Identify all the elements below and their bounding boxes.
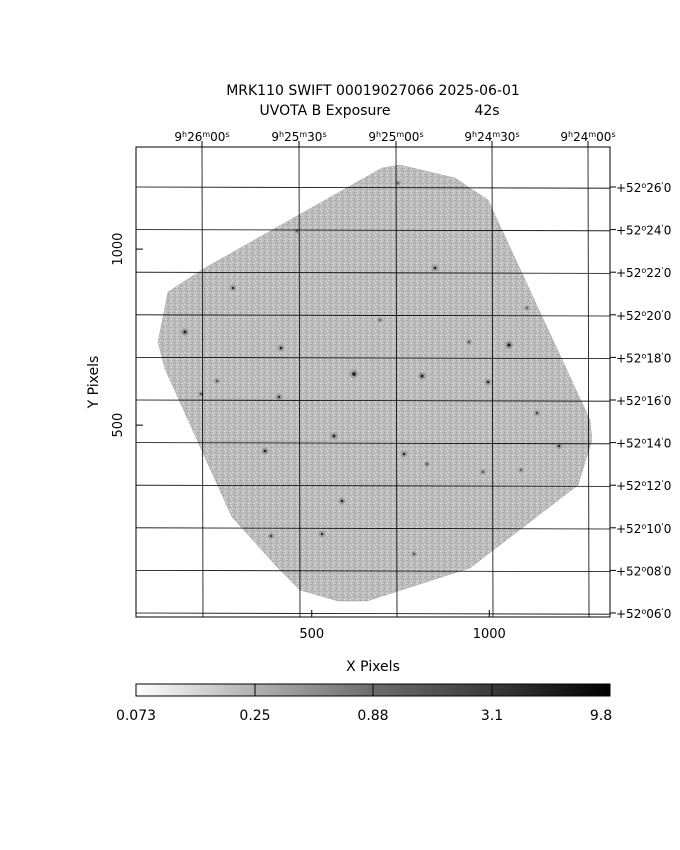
source-point	[536, 412, 538, 414]
source-point	[520, 469, 522, 471]
dec-label: +52o14'0	[616, 437, 671, 451]
source-point	[216, 380, 218, 382]
exposure-image	[157, 164, 593, 602]
source-point	[426, 463, 428, 465]
source-point	[486, 380, 490, 384]
ra-label: 9h24m30s	[464, 130, 519, 144]
detected-sources	[181, 180, 563, 557]
ra-grid-line	[298, 146, 301, 618]
ra-grid-line	[491, 146, 494, 618]
dec-label: +52o16'0	[616, 394, 671, 408]
dec-grid-line	[135, 186, 611, 189]
title-line-1: MRK110 SWIFT 00019027066 2025-06-01	[226, 83, 520, 99]
y-tick-label-1000: 1000	[111, 233, 126, 266]
x-axis-label: X Pixels	[346, 659, 400, 675]
source-point	[231, 286, 235, 290]
source-point	[183, 330, 187, 334]
dec-grid-line	[135, 399, 611, 402]
source-point	[468, 341, 470, 343]
source-point	[263, 449, 267, 453]
dec-label: +52o20'0	[616, 309, 671, 323]
dec-label: +52o10'0	[616, 522, 671, 536]
colorbar-label-3: 3.1	[481, 708, 503, 724]
colorbar-label-2: 0.88	[357, 708, 388, 724]
source-point	[332, 434, 336, 438]
title-line-2-left: UVOTA B Exposure	[260, 103, 391, 119]
ra-grid-line	[395, 146, 398, 618]
colorbar: 0.073 0.25 0.88 3.1 9.8	[116, 683, 612, 724]
dec-label: +52o08'0	[616, 564, 671, 578]
dec-grid-line	[135, 314, 611, 317]
dec-grid-line	[135, 356, 611, 360]
dec-label: +52o26'0	[616, 181, 671, 195]
axis-ticks	[136, 248, 490, 617]
colorbar-ticks	[254, 684, 493, 696]
dec-grid-line	[135, 229, 611, 232]
source-point	[413, 553, 415, 555]
dec-grid-line	[135, 442, 611, 445]
source-point	[482, 471, 484, 473]
ra-label: 9h25m00s	[368, 130, 423, 144]
source-point	[352, 372, 356, 376]
source-point	[200, 393, 202, 395]
dec-axis-labels: +52o26'0 +52o24'0 +52o22'0 +52o20'0 +52o18'0…	[616, 181, 671, 621]
dec-grid-line	[135, 612, 611, 615]
y-tick-label-500: 500	[111, 413, 126, 438]
source-point	[526, 307, 528, 309]
source-point	[402, 452, 406, 456]
dec-label: +52o12'0	[616, 479, 671, 493]
title-line-2-right: 42s	[474, 103, 499, 119]
dec-grid-line	[135, 570, 611, 572]
source-point	[379, 319, 381, 321]
plot-frame	[135, 146, 611, 618]
source-point	[277, 395, 281, 399]
source-point	[507, 343, 511, 347]
source-point	[296, 230, 298, 232]
ra-label: 9h24m00s	[560, 130, 615, 144]
source-point	[420, 374, 424, 378]
colorbar-label-0: 0.073	[116, 708, 156, 724]
dec-grid-line	[135, 527, 611, 530]
ra-axis-labels: 9h26m00s 9h25m30s 9h25m00s 9h24m30s 9h24m00s	[174, 130, 615, 144]
ra-grid-line	[587, 146, 590, 618]
dec-label: +52o22'0	[616, 266, 671, 280]
source-point	[397, 182, 399, 184]
x-tick-label-500: 500	[299, 627, 324, 642]
source-point	[279, 346, 283, 350]
dec-grid-line	[135, 484, 611, 487]
source-point	[270, 535, 272, 537]
x-tick-label-1000: 1000	[473, 627, 506, 642]
source-point	[340, 499, 344, 503]
ra-label: 9h26m00s	[174, 130, 229, 144]
source-point	[433, 266, 437, 270]
ra-label: 9h25m30s	[271, 130, 326, 144]
y-axis-label: Y Pixels	[86, 356, 102, 410]
dec-label: +52o18'0	[616, 351, 671, 365]
dec-grid-line	[135, 271, 611, 274]
source-point	[320, 532, 324, 536]
coordinate-grid	[135, 141, 616, 618]
dec-label: +52o06'0	[616, 607, 671, 621]
colorbar-label-1: 0.25	[239, 708, 270, 724]
exposure-footprint	[157, 164, 593, 602]
colorbar-label-4: 9.8	[590, 708, 612, 724]
source-point	[557, 444, 561, 448]
dec-label: +52o24'0	[616, 224, 671, 238]
ra-grid-line	[201, 146, 204, 618]
